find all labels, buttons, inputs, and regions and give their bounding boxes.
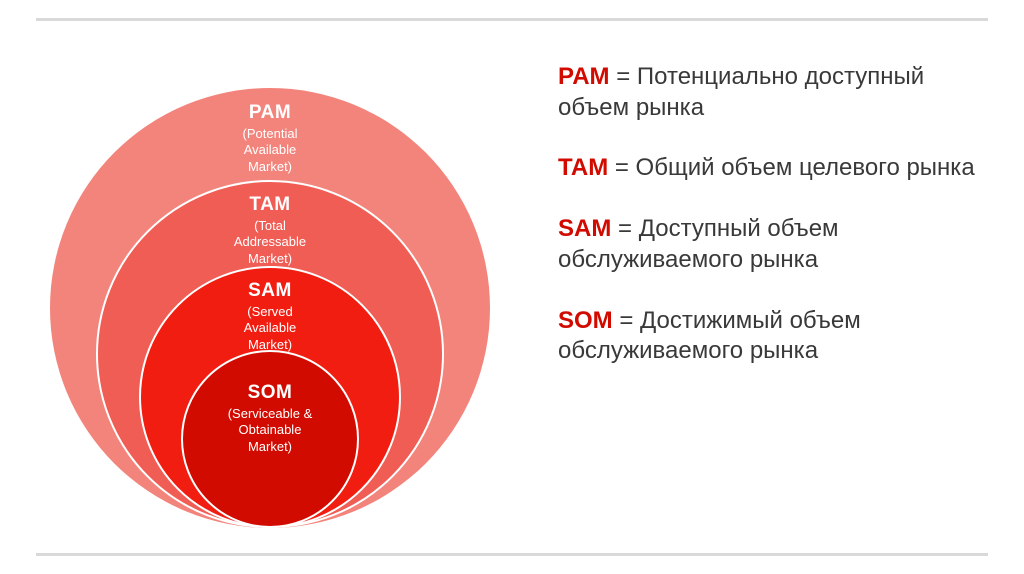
circle-acronym-pam: PAM <box>249 102 291 124</box>
definition-pam: PAM = Потенциально доступный объем рынка <box>558 62 984 123</box>
circle-acronym-sam: SAM <box>248 280 292 302</box>
circle-expansion-sam: (Served Available Market) <box>244 304 297 353</box>
divider-bottom <box>36 553 988 556</box>
circle-expansion-som: (Serviceable & Obtainable Market) <box>228 406 313 455</box>
circle-expansion-tam: (Total Addressable Market) <box>234 218 306 267</box>
circle-expansion-pam: (Potential Available Market) <box>243 126 298 175</box>
definition-text-tam: = Общий объем целевого рынка <box>608 154 974 181</box>
definition-som: SOM = Достижимый объем обслуживаемого ры… <box>558 306 984 367</box>
definitions-panel: PAM = Потенциально доступный объем рынка… <box>540 30 1024 544</box>
content-area: PAM(Potential Available Market)TAM(Total… <box>0 30 1024 544</box>
nested-circle-diagram: PAM(Potential Available Market) TAM(Total… <box>0 30 540 544</box>
definition-acronym-som: SOM <box>558 307 613 334</box>
divider-top <box>36 18 988 21</box>
circle-acronym-som: SOM <box>248 382 293 404</box>
circle-acronym-tam: TAM <box>249 194 290 216</box>
definition-text-pam: = Потенциально доступный объем рынка <box>558 63 924 121</box>
definition-acronym-pam: PAM <box>558 63 610 90</box>
definition-sam: SAM = Доступный объем обслуживаемого рын… <box>558 214 984 275</box>
circle-som: SOM(Serviceable & Obtainable Market) <box>181 350 359 528</box>
definition-acronym-tam: TAM <box>558 154 608 181</box>
definition-acronym-sam: SAM <box>558 215 611 242</box>
definition-tam: TAM = Общий объем целевого рынка <box>558 153 984 184</box>
